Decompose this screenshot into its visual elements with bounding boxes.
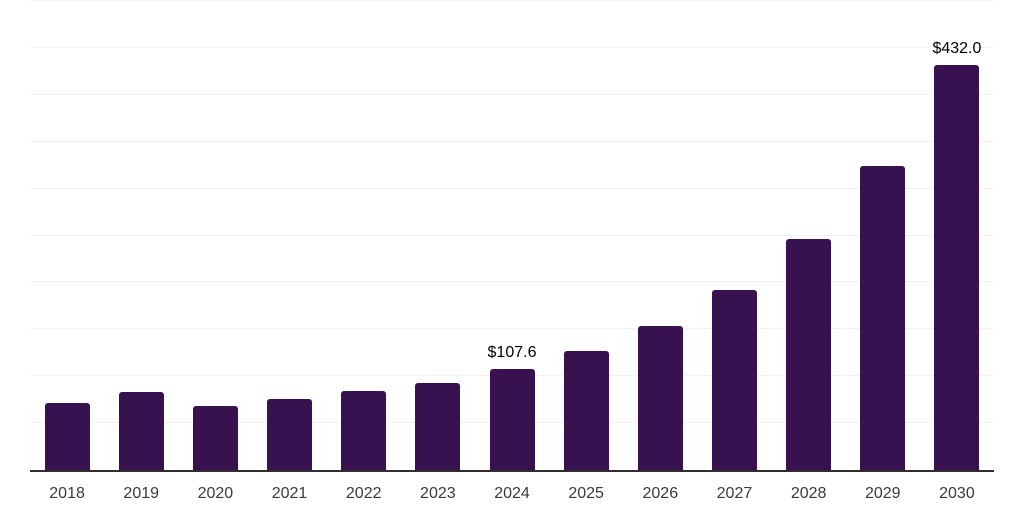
- x-axis-label-2020: 2020: [197, 485, 234, 502]
- bar-2021: [267, 398, 313, 470]
- bar-2027: [711, 289, 757, 470]
- x-axis-label-2022: 2022: [345, 485, 382, 502]
- x-axis-label-2030: 2030: [939, 485, 975, 502]
- x-axis-line: [30, 470, 994, 472]
- x-axis-label-2029: 2029: [864, 485, 901, 502]
- gridline-150: [30, 328, 994, 330]
- bar-2029: [860, 166, 906, 470]
- x-axis-label-2028: 2028: [790, 485, 827, 502]
- gridline-400: [30, 93, 994, 95]
- value-label-2024: $107.6: [487, 344, 537, 362]
- bar-2019: [118, 392, 164, 470]
- gridline-500: [30, 0, 994, 1]
- gridline-250: [30, 234, 994, 236]
- bar-2025: [563, 351, 609, 470]
- bar-2022: [341, 391, 387, 470]
- x-axis-label-2023: 2023: [420, 485, 456, 502]
- bar-2028: [786, 238, 832, 470]
- x-axis-label-2021: 2021: [271, 485, 308, 502]
- gridline-350: [30, 140, 994, 142]
- x-axis-label-2025: 2025: [568, 485, 604, 502]
- bar-2030: [934, 64, 980, 470]
- gridline-450: [30, 46, 994, 48]
- x-axis-label-2019: 2019: [123, 485, 160, 502]
- bar-2026: [637, 325, 683, 470]
- x-axis-label-2026: 2026: [642, 485, 679, 502]
- bar-2024: [489, 369, 535, 470]
- x-axis-label-2024: 2024: [494, 485, 530, 502]
- x-axis-label-2027: 2027: [716, 485, 753, 502]
- bar-2020: [192, 405, 238, 470]
- bar-2018: [44, 402, 90, 470]
- gridline-200: [30, 281, 994, 283]
- x-axis-label-2018: 2018: [49, 485, 85, 502]
- gridline-300: [30, 187, 994, 189]
- bar-2023: [415, 382, 461, 470]
- value-label-2030: $432.0: [932, 39, 982, 57]
